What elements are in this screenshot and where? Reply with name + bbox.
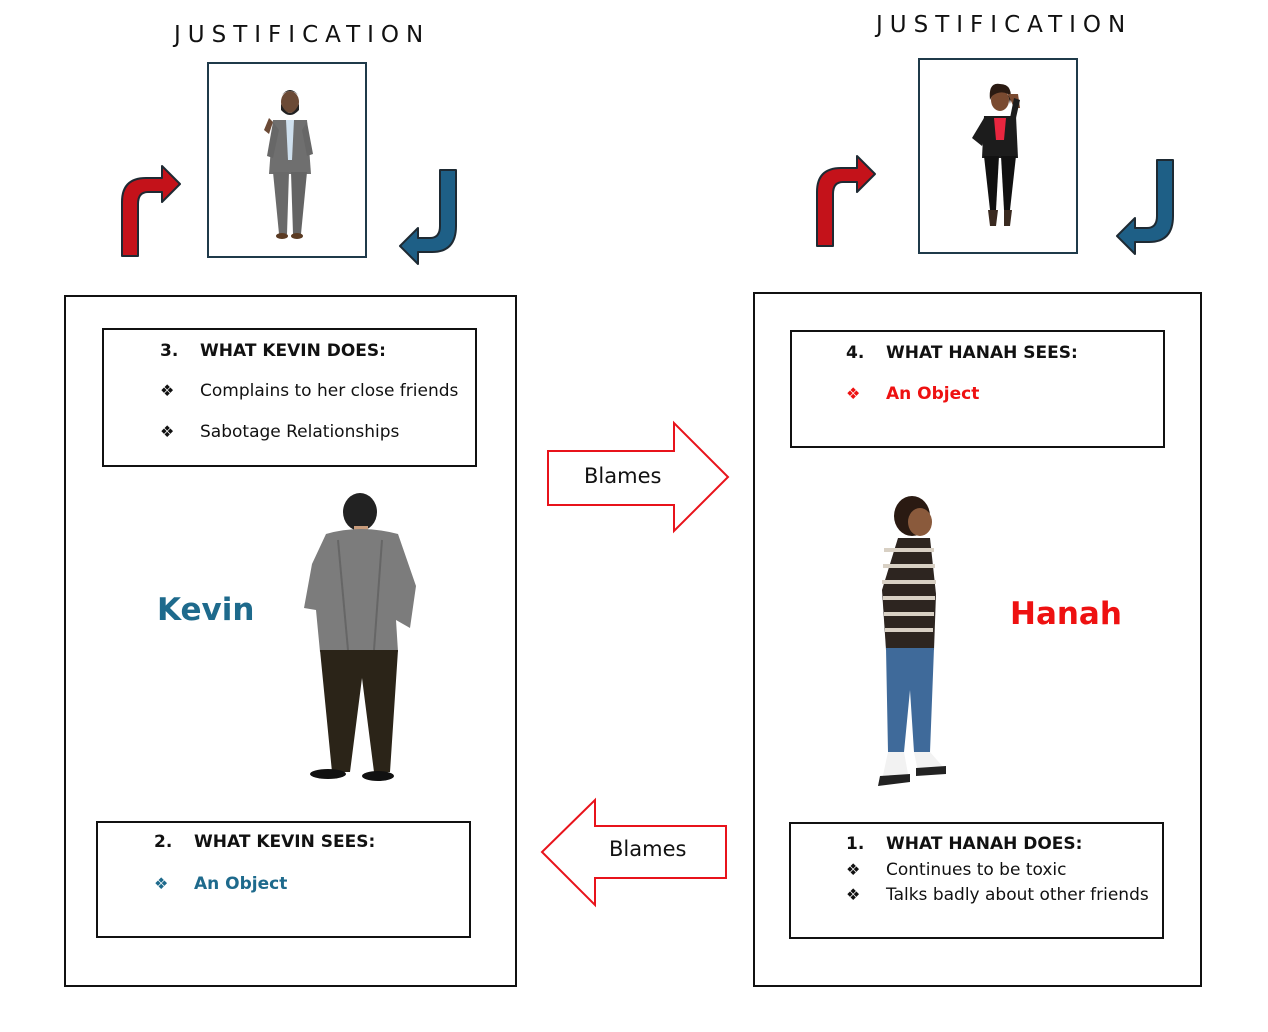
blue-curved-arrow-icon	[399, 169, 457, 265]
hanah-justification-photo	[918, 58, 1078, 254]
right-justification-title: JUSTIFICATION	[876, 12, 1133, 38]
list-item: ❖ Talks badly about other friends	[846, 885, 1149, 905]
diamond-bullet-icon: ❖	[846, 885, 861, 904]
hanah-figure	[878, 496, 946, 786]
list-item: ❖ Sabotage Relationships	[160, 422, 400, 442]
what-kevin-does-box: 3. WHAT KEVIN DOES: ❖ Complains to her clo…	[102, 328, 477, 467]
kevin-justification-photo	[207, 62, 367, 258]
diamond-bullet-icon: ❖	[154, 874, 169, 893]
step-number: 3.	[160, 341, 179, 361]
list-item: ❖ An Object	[154, 874, 288, 894]
list-item: ❖ Continues to be toxic	[846, 860, 1067, 880]
step-number: 1.	[846, 834, 865, 854]
what-hanah-does-box: 1. WHAT HANAH DOES: ❖ Continues to be toxi…	[789, 822, 1164, 939]
blames-right-arrow	[547, 420, 730, 534]
what-kevin-sees-box: 2. WHAT KEVIN SEES: ❖ An Object	[96, 821, 471, 938]
heading-text: WHAT KEVIN SEES:	[194, 832, 376, 852]
hanah-name: Hanah	[1010, 596, 1122, 632]
blames-left-label: Blames	[609, 837, 687, 861]
diamond-bullet-icon: ❖	[160, 381, 175, 400]
diamond-bullet-icon: ❖	[846, 384, 861, 403]
what-kevin-does-heading: 3. WHAT KEVIN DOES:	[160, 341, 386, 361]
heading-text: WHAT KEVIN DOES:	[200, 341, 386, 361]
step-number: 4.	[846, 343, 865, 363]
kevin-figure	[304, 493, 416, 781]
heading-text: WHAT HANAH SEES:	[886, 343, 1078, 363]
red-curved-arrow-icon	[816, 155, 876, 247]
what-hanah-does-heading: 1. WHAT HANAH DOES:	[846, 834, 1082, 854]
list-item: ❖ An Object	[846, 384, 980, 404]
step-number: 2.	[154, 832, 173, 852]
what-kevin-sees-heading: 2. WHAT KEVIN SEES:	[154, 832, 375, 852]
left-justification-title: JUSTIFICATION	[174, 22, 431, 48]
woman-frustrated-figure	[972, 83, 1020, 226]
what-hanah-sees-box: 4. WHAT HANAH SEES: ❖ An Object	[790, 330, 1165, 448]
blue-curved-arrow-icon	[1116, 159, 1174, 255]
kevin-name: Kevin	[157, 592, 255, 628]
diamond-bullet-icon: ❖	[160, 422, 175, 441]
diamond-bullet-icon: ❖	[846, 860, 861, 879]
heading-text: WHAT HANAH DOES:	[886, 834, 1083, 854]
what-hanah-sees-heading: 4. WHAT HANAH SEES:	[846, 343, 1078, 363]
man-thumbs-down-figure	[264, 90, 313, 239]
red-curved-arrow-icon	[121, 165, 181, 257]
list-item: ❖ Complains to her close friends	[160, 381, 459, 401]
blames-left-arrow	[540, 797, 727, 908]
blames-right-label: Blames	[584, 464, 662, 488]
